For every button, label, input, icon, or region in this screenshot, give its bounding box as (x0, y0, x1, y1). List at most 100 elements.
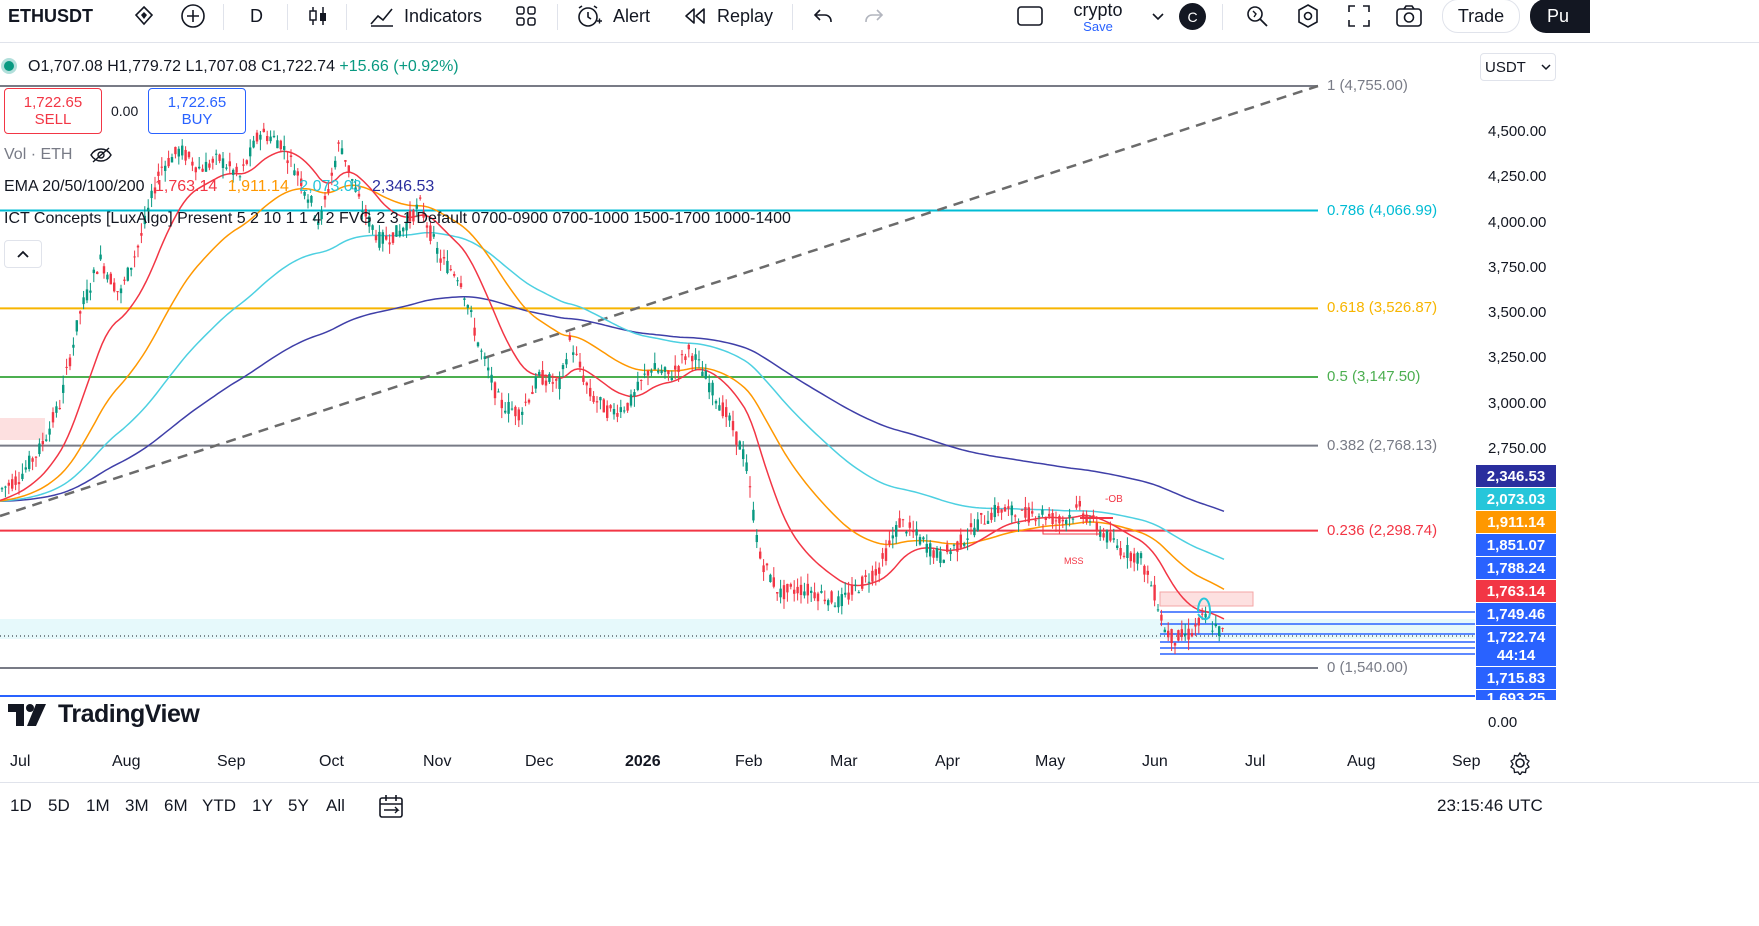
candle-body (480, 350, 483, 352)
candle-body (959, 534, 962, 548)
volume-axis-tick: 0.00 (1488, 714, 1518, 731)
candle-body (1163, 629, 1166, 633)
save-label: Save (1083, 19, 1113, 34)
candle-body (861, 576, 864, 589)
candle-body (752, 509, 755, 521)
candle-body (119, 288, 123, 294)
alert-button[interactable]: Alert (575, 0, 650, 32)
indicators-button[interactable]: Indicators (368, 0, 482, 32)
candle-style-icon[interactable] (306, 0, 330, 32)
replay-button[interactable]: Replay (683, 0, 773, 32)
candle-body (245, 160, 248, 164)
price-chart[interactable]: -OB MSS (0, 44, 1480, 699)
range-button[interactable]: YTD (202, 796, 236, 815)
candle-body (922, 537, 925, 540)
candle-body (337, 142, 340, 144)
candle-body (191, 161, 194, 166)
candle-body (1105, 530, 1109, 543)
candle-body (286, 160, 289, 164)
range-button[interactable]: 5D (48, 796, 70, 815)
candle-body (313, 216, 316, 218)
candle-body (742, 449, 745, 460)
price-axis-tick: 3,000.00 (1488, 394, 1547, 412)
trade-button[interactable]: Trade (1442, 0, 1520, 33)
volume-label: Vol · ETH (4, 146, 73, 164)
compare-symbol-icon[interactable] (180, 0, 206, 32)
candle-body (918, 537, 922, 545)
publish-button[interactable]: Pu (1530, 0, 1590, 33)
goto-date-icon[interactable] (378, 794, 406, 825)
candle-body (912, 530, 915, 533)
redo-icon[interactable] (862, 0, 886, 32)
fullscreen-icon[interactable] (1346, 0, 1372, 32)
tradingview-watermark[interactable]: TradingView (8, 700, 200, 729)
candle-body (323, 195, 327, 200)
candle-body (351, 179, 354, 181)
range-button[interactable]: 1Y (252, 796, 273, 815)
candle-body (174, 146, 177, 155)
price-tag: 1,749.46 (1476, 603, 1556, 625)
chevron-down-icon (1541, 64, 1551, 71)
candle-body (646, 370, 650, 376)
range-button[interactable]: 5Y (288, 796, 309, 815)
undo-icon[interactable] (811, 0, 835, 32)
buy-label: BUY (181, 111, 213, 128)
candle-body (973, 527, 976, 536)
time-axis-tick: Jul (10, 753, 31, 770)
candle-body (667, 370, 670, 375)
ema20-line (0, 150, 1225, 620)
mss-bracket (1042, 524, 1100, 535)
candle-body (969, 523, 973, 528)
range-button[interactable]: 3M (125, 796, 149, 815)
price-axis-tick: 4,500.00 (1488, 123, 1547, 141)
candle-body (1133, 553, 1136, 563)
quick-search-icon[interactable] (1244, 0, 1270, 32)
range-button[interactable]: 1M (86, 796, 110, 815)
eye-hidden-icon[interactable] (89, 146, 113, 164)
candle-body (1173, 643, 1177, 646)
range-button[interactable]: All (326, 796, 345, 815)
range-button[interactable]: 6M (164, 796, 188, 815)
interval-label: D (250, 5, 263, 26)
settings-gear-icon[interactable] (1295, 0, 1321, 32)
candle-body (65, 366, 68, 368)
candle-body (310, 195, 313, 203)
candle-body (779, 588, 782, 598)
candle-body (1058, 516, 1061, 524)
sell-button[interactable]: 1,722.65 SELL (4, 88, 102, 134)
camera-icon[interactable] (1395, 0, 1423, 32)
candle-body (636, 381, 639, 390)
layouts-grid-icon[interactable] (514, 0, 538, 32)
rewind-icon (685, 8, 705, 24)
favorite-symbol-icon[interactable] (132, 0, 156, 32)
candle-body (21, 473, 24, 480)
candle-body (422, 211, 425, 218)
avatar[interactable]: C (1179, 3, 1206, 30)
layout-name-button[interactable]: crypto Save (1060, 0, 1136, 33)
collapse-legend-button[interactable] (4, 240, 42, 268)
candle-body (521, 411, 524, 415)
range-button[interactable]: 1D (10, 796, 32, 815)
price-tag: 44:14 (1476, 644, 1556, 666)
candle-body (357, 193, 361, 197)
currency-select[interactable]: USDT (1480, 53, 1556, 81)
candle-body (123, 279, 126, 281)
ema-title: EMA 20/50/100/200 (4, 178, 145, 195)
chart-settings-icon[interactable] (1508, 751, 1532, 780)
candle-body (75, 320, 78, 332)
candle-body (1092, 515, 1095, 517)
candle-body (874, 569, 877, 576)
chevron-down-icon[interactable] (1150, 0, 1166, 32)
ema200-line (0, 295, 1225, 513)
ema50-value: 1,911.14 (227, 178, 289, 195)
candle-body (446, 260, 449, 274)
interval-button[interactable]: D (250, 0, 263, 32)
symbol-search-button[interactable]: ETHUSDT (8, 0, 93, 32)
candle-body (663, 367, 667, 372)
candle-body (558, 378, 561, 390)
candle-body (1048, 513, 1051, 517)
candle-body (731, 421, 735, 431)
utc-clock[interactable]: 23:15:46 UTC (1437, 796, 1543, 815)
layout-square-icon[interactable] (1016, 0, 1044, 32)
buy-button[interactable]: 1,722.65 BUY (148, 88, 246, 134)
